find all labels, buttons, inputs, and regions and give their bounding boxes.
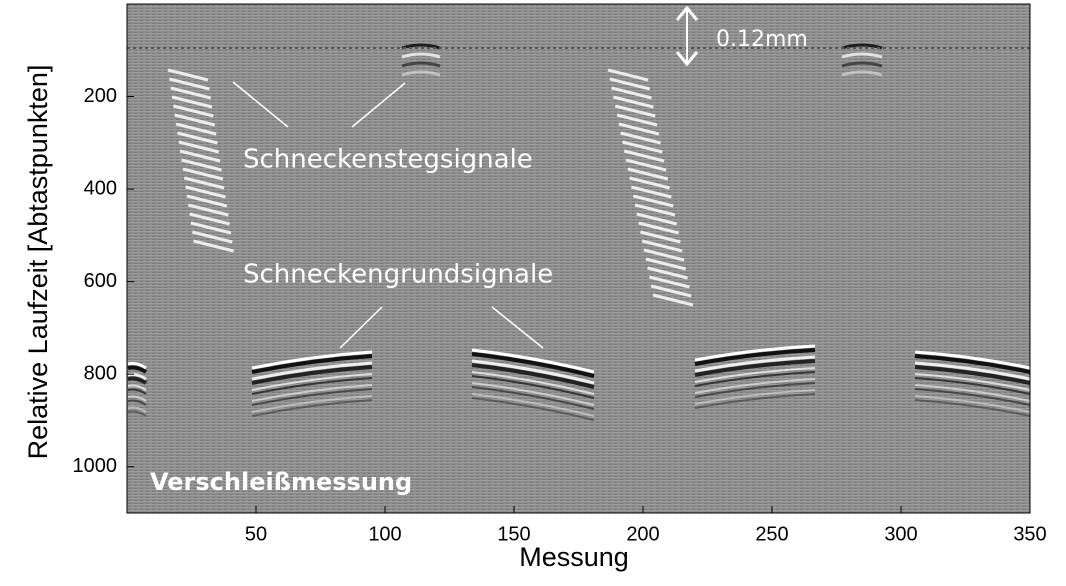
x-axis-label: Messung <box>519 542 629 572</box>
x-tick-label: 300 <box>884 523 917 545</box>
annotation: 0.12mm <box>716 27 808 52</box>
y-tick-label: 200 <box>84 85 117 107</box>
y-axis-label: Relative Laufzeit [Abtastpunkten] <box>23 65 53 460</box>
x-tick-label: 200 <box>626 523 659 545</box>
chart: 501001502002503003502004006008001000 Mes… <box>0 0 1066 586</box>
x-tick-label: 250 <box>755 523 788 545</box>
y-tick-label: 800 <box>84 362 117 384</box>
y-tick-label: 600 <box>84 270 117 292</box>
scan-image <box>127 4 1030 513</box>
y-tick-label: 400 <box>84 177 117 199</box>
y-tick-label: 1000 <box>73 455 118 477</box>
annotation: Schneckengrundsignale <box>243 260 553 290</box>
x-tick-label: 100 <box>368 523 401 545</box>
annotation: Schneckenstegsignale <box>243 145 533 175</box>
annotation: Verschleißmessung <box>150 468 412 496</box>
x-tick-label: 50 <box>245 523 267 545</box>
x-tick-label: 350 <box>1013 523 1046 545</box>
